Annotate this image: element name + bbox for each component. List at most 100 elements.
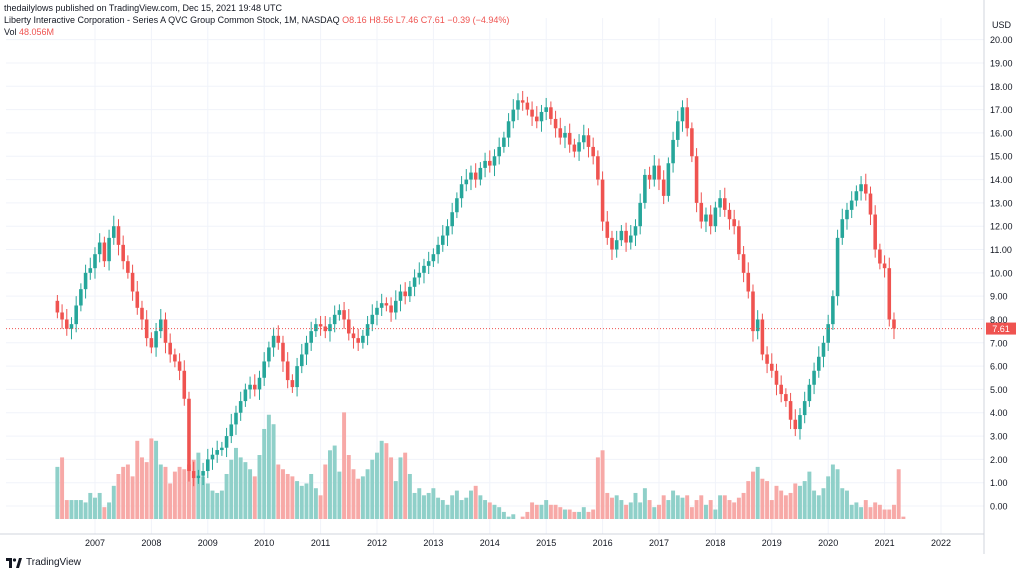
volume-bar <box>600 450 605 520</box>
candle-body <box>882 263 887 269</box>
volume-bar <box>144 462 149 520</box>
volume-bar <box>149 438 154 520</box>
footer-brand[interactable]: TradingView <box>6 557 81 568</box>
candle-body <box>652 165 657 180</box>
candle-body <box>793 419 798 430</box>
ohlc-change: −0.39 (−4.94%) <box>447 15 510 25</box>
candle-body <box>483 160 487 168</box>
chart-header: thedailylows published on TradingView.co… <box>4 2 509 38</box>
candle-body <box>549 107 553 119</box>
volume-bar <box>595 457 600 520</box>
price-tick-label: 8.00 <box>990 315 1008 325</box>
volume-value: 48.056M <box>19 27 55 37</box>
volume-bar <box>826 476 831 520</box>
candle-body <box>436 244 440 255</box>
candle-body <box>694 156 699 203</box>
price-tick-label: 12.00 <box>990 222 1013 232</box>
candle-body <box>643 174 647 203</box>
candle-body <box>704 214 708 222</box>
volume-bar <box>154 440 159 520</box>
volume-bar <box>657 504 661 520</box>
volume-bar <box>431 488 436 520</box>
candle-body <box>765 354 769 364</box>
candle-body <box>426 261 431 266</box>
candle-body <box>285 361 290 381</box>
candle-body <box>727 209 732 220</box>
candle-body <box>337 310 342 315</box>
candle-body <box>558 128 563 138</box>
volume-bar <box>741 492 746 520</box>
candle-body <box>79 289 83 306</box>
price-tick-label: 9.00 <box>990 292 1008 302</box>
candle-body <box>144 319 149 339</box>
volume-bar <box>544 500 549 520</box>
candle-body <box>586 135 591 147</box>
volume-bar <box>196 452 201 520</box>
candle-body <box>168 342 172 355</box>
candle-body <box>534 116 539 122</box>
candle-body <box>295 366 299 388</box>
volume-bar <box>666 500 671 520</box>
candle-body <box>713 207 718 227</box>
price-tick-label: 19.00 <box>990 58 1013 68</box>
volume-bar <box>492 504 497 520</box>
candle-body <box>685 107 689 129</box>
volume-bar <box>619 500 624 520</box>
time-tick-label: 2022 <box>931 538 951 548</box>
candle-body <box>675 121 680 140</box>
volume-bar <box>835 469 840 520</box>
volume-bar <box>248 469 253 520</box>
volume-bar <box>299 485 304 520</box>
time-tick-label: 2018 <box>705 538 725 548</box>
volume-bar <box>412 492 417 520</box>
candle-body <box>563 132 567 138</box>
volume-bar <box>830 464 835 520</box>
time-tick-label: 2017 <box>649 538 669 548</box>
candle-body <box>97 242 102 255</box>
volume-bar <box>389 457 394 520</box>
volume-line: Vol 48.056M <box>4 26 509 38</box>
candle-body <box>478 167 483 180</box>
time-tick-label: 2007 <box>85 538 105 548</box>
volume-bar <box>548 504 553 520</box>
price-tick-label: 4.00 <box>990 408 1008 418</box>
candle-body <box>751 291 755 332</box>
candle-body <box>201 471 205 476</box>
price-tick-label: 1.00 <box>990 478 1008 488</box>
candle-body <box>614 240 619 250</box>
volume-bar <box>332 445 337 520</box>
volume-bar <box>252 476 257 520</box>
candle-body <box>210 454 215 460</box>
volume-bar <box>393 481 398 520</box>
volume-bar <box>713 509 718 520</box>
volume-bar <box>483 500 488 520</box>
candle-body <box>314 324 318 332</box>
volume-bar <box>896 469 901 520</box>
volume-bar <box>859 507 864 520</box>
volume-bar <box>868 507 873 520</box>
volume-bar <box>116 473 121 520</box>
candle-body <box>459 184 464 199</box>
candle-body <box>276 335 281 343</box>
candle-body <box>375 307 379 315</box>
candle-body <box>708 214 713 227</box>
candle-body <box>671 139 675 164</box>
price-tick-label: 11.00 <box>990 245 1012 255</box>
volume-bar <box>243 462 248 520</box>
volume-bar <box>863 500 868 520</box>
candle-body <box>835 237 840 297</box>
candle-body <box>577 142 581 152</box>
candle-body <box>158 319 163 332</box>
volume-bar <box>97 492 102 520</box>
volume-bar <box>422 495 426 520</box>
candle-body <box>628 235 633 243</box>
volume-bar <box>708 500 713 520</box>
volume-bar <box>450 495 455 520</box>
volume-bar <box>281 469 285 520</box>
candle-body <box>238 401 243 413</box>
candle-body <box>389 305 393 313</box>
volume-bar <box>121 466 126 520</box>
volume-bar <box>215 492 220 520</box>
price-tick-label: 14.00 <box>990 175 1013 185</box>
